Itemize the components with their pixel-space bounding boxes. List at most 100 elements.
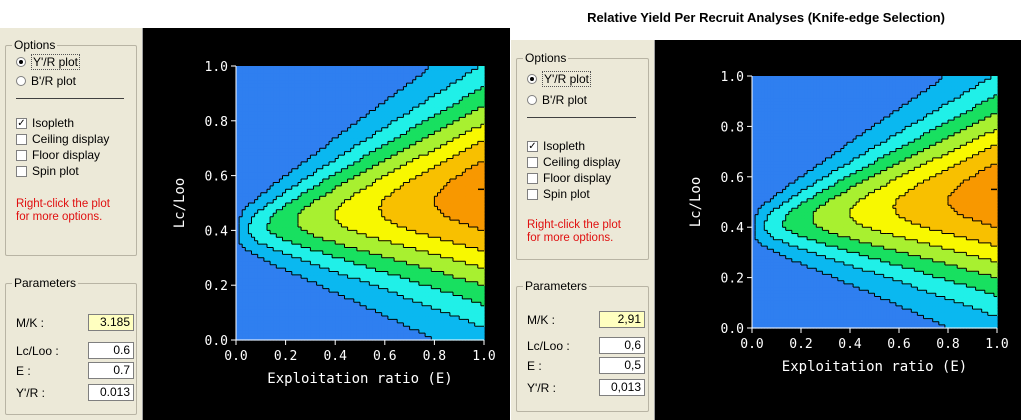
contour-cell xyxy=(260,182,265,187)
contour-cell xyxy=(239,257,243,262)
contour-cell xyxy=(267,230,271,235)
contour-cell xyxy=(468,216,473,221)
contour-cell xyxy=(353,206,358,211)
contour-cell xyxy=(397,165,401,170)
contour-cell xyxy=(356,182,361,187)
contour-cell xyxy=(316,264,321,269)
contour-cell xyxy=(468,316,473,321)
contour-cell xyxy=(360,175,364,180)
contour-cell xyxy=(267,172,271,177)
contour-cell xyxy=(443,182,448,187)
contour-cell xyxy=(443,131,448,136)
contour-cell xyxy=(242,312,246,317)
contour-cell xyxy=(468,172,473,177)
contour-cell xyxy=(443,185,448,190)
contour-cell xyxy=(400,305,404,310)
contour-cell xyxy=(375,203,380,208)
contour-cell xyxy=(372,316,377,321)
contour-cell xyxy=(409,185,414,190)
contour-cell xyxy=(471,213,476,218)
mk-input[interactable]: 3.185 xyxy=(88,314,134,331)
contour-cell xyxy=(440,144,445,149)
contour-cell xyxy=(353,322,358,327)
contour-cell xyxy=(412,189,417,194)
contour-cell xyxy=(273,264,277,269)
contour-cell xyxy=(453,127,457,132)
contour-cell xyxy=(403,261,408,266)
contour-cell xyxy=(263,168,268,173)
contour-cell xyxy=(425,155,429,160)
contour-cell xyxy=(332,185,336,190)
contour-cell xyxy=(391,144,395,149)
contour-cell xyxy=(375,196,380,201)
contour-cell xyxy=(459,226,463,231)
check-mark-icon[interactable]: ✓ xyxy=(16,117,27,129)
checkbox-floor[interactable]: Floor display xyxy=(16,148,100,162)
radio-yr-plot[interactable]: Y'/R plot xyxy=(16,54,80,70)
contour-cell xyxy=(301,295,305,300)
contour-cell xyxy=(431,148,435,153)
contour-cell xyxy=(369,226,373,231)
contour-cell xyxy=(453,196,457,201)
contour-cell xyxy=(391,292,395,297)
checkbox-isopleth[interactable]: ✓ Isopleth xyxy=(16,116,74,130)
contour-cell xyxy=(363,226,367,231)
contour-cell xyxy=(282,305,287,310)
contour-cell xyxy=(350,196,355,201)
contour-cell xyxy=(310,141,315,146)
contour-cell xyxy=(335,305,339,310)
contour-cell xyxy=(282,295,287,300)
contour-cell xyxy=(236,274,240,279)
contour-plot[interactable]: 0.0 0.2 0.4 0.6 0.8 1.0 0.0 0.2 0.4 0.6 0.8 1.0 Expl… xyxy=(143,28,510,420)
contour-cell xyxy=(254,240,259,245)
yr-input[interactable]: 0.013 xyxy=(88,384,134,401)
contour-cell xyxy=(251,298,256,303)
radio-br-plot[interactable]: B'/R plot xyxy=(16,74,76,88)
contour-cell xyxy=(415,199,420,204)
contour-cell xyxy=(434,134,439,139)
contour-cell xyxy=(307,247,311,252)
contour-cell xyxy=(397,333,401,338)
contour-cell xyxy=(260,203,265,208)
checkbox-spin[interactable]: Spin plot xyxy=(16,164,79,178)
radio-selected-icon[interactable] xyxy=(16,57,26,67)
contour-cell xyxy=(471,158,476,163)
contour-cell xyxy=(260,158,265,163)
contour-cell xyxy=(453,322,457,327)
contour-cell xyxy=(276,271,280,276)
contour-cell xyxy=(239,319,243,324)
contour-cell xyxy=(248,257,253,262)
contour-cell xyxy=(415,268,420,273)
contour-cell xyxy=(381,230,386,235)
contour-cell xyxy=(322,206,327,211)
contour-cell xyxy=(474,261,479,266)
contour-cell xyxy=(341,148,346,153)
contour-cell xyxy=(263,244,268,249)
contour-cell xyxy=(344,271,349,276)
e-input[interactable]: 0.7 xyxy=(88,362,134,379)
checkbox-empty-icon[interactable] xyxy=(16,133,27,145)
contour-cell xyxy=(418,185,423,190)
contour-cell xyxy=(400,131,404,136)
contour-cell xyxy=(422,127,426,132)
contour-cell xyxy=(397,285,401,290)
contour-cell xyxy=(477,316,482,321)
lc-input[interactable]: 0.6 xyxy=(88,342,134,359)
checkbox-empty-icon[interactable] xyxy=(16,149,27,161)
checkbox-ceiling[interactable]: Ceiling display xyxy=(16,132,109,146)
contour-cell xyxy=(322,161,327,166)
contour-cell xyxy=(434,158,439,163)
contour-cell xyxy=(443,206,448,211)
radio-unselected-icon[interactable] xyxy=(16,76,26,86)
contour-cell xyxy=(381,175,386,180)
contour-cell xyxy=(251,131,256,136)
contour-cell xyxy=(381,165,386,170)
contour-cell xyxy=(344,326,349,331)
contour-cell xyxy=(242,134,246,139)
contour-cell xyxy=(350,182,355,187)
contour-cell xyxy=(279,134,284,139)
contour-cell xyxy=(394,179,398,184)
checkbox-empty-icon[interactable] xyxy=(16,165,27,177)
contour-cell xyxy=(304,134,308,139)
contour-cell xyxy=(428,329,432,334)
